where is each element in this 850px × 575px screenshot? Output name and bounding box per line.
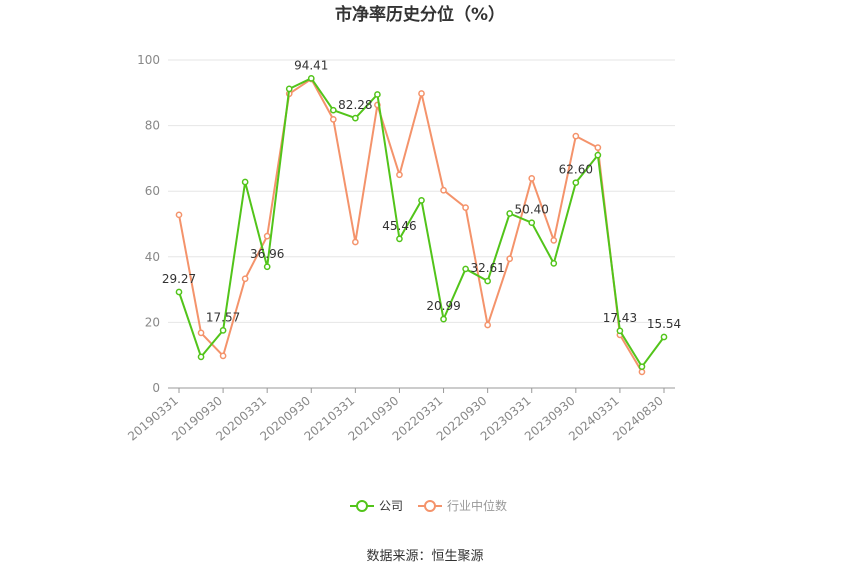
data-label: 29.27 <box>162 272 196 286</box>
data-point <box>374 91 381 98</box>
data-label: 17.57 <box>206 310 240 324</box>
data-point <box>396 171 403 179</box>
series-line <box>178 77 665 368</box>
data-point <box>462 204 469 211</box>
data-point <box>484 321 491 329</box>
y-tick-label: 40 <box>145 250 160 264</box>
series-line <box>178 78 643 373</box>
legend-item[interactable]: 公司 <box>350 499 403 513</box>
data-point <box>484 277 491 285</box>
data-point <box>528 175 536 182</box>
axes: 0204060801002019033120190930202003312020… <box>125 53 675 444</box>
data-point <box>329 106 337 114</box>
legend-item[interactable]: 行业中位数 <box>418 498 507 513</box>
data-label: 50.40 <box>515 203 549 217</box>
data-point <box>572 132 580 140</box>
legend-marker <box>424 500 436 512</box>
grid <box>168 59 675 323</box>
data-point <box>197 353 205 361</box>
data-point <box>241 178 249 186</box>
legend-label: 公司 <box>379 499 403 513</box>
data-point <box>440 186 447 194</box>
data-point <box>263 232 271 240</box>
legend-marker <box>356 500 368 512</box>
data-label: 20.99 <box>426 299 460 313</box>
data-labels: 29.27 17.57 36.96 94.41 82.28 45.46 20.99 32.61… <box>162 58 681 331</box>
data-point <box>175 288 183 296</box>
data-point <box>197 329 205 337</box>
data-point <box>638 363 646 371</box>
series <box>175 74 668 376</box>
data-point <box>594 151 602 159</box>
data-point <box>285 85 293 93</box>
data-point <box>352 114 359 122</box>
data-point <box>219 327 227 334</box>
y-tick-label: 20 <box>145 315 160 329</box>
legend-label: 行业中位数 <box>447 498 507 513</box>
data-label: 62.60 <box>559 163 593 177</box>
chart-title: 市净率历史分位（%） <box>335 4 505 25</box>
data-point <box>329 116 337 123</box>
data-point <box>572 179 580 187</box>
data-label: 82.28 <box>338 98 372 112</box>
data-point <box>418 90 425 97</box>
data-point <box>219 352 227 360</box>
y-tick-label: 0 <box>152 381 160 395</box>
data-point <box>528 219 536 227</box>
data-point <box>462 265 469 273</box>
data-source: 数据来源：恒生聚源 <box>366 549 483 564</box>
data-label: 17.43 <box>603 311 637 325</box>
data-point <box>594 144 602 151</box>
data-point <box>660 333 668 341</box>
data-point <box>418 197 425 204</box>
data-point <box>352 238 359 246</box>
data-point <box>550 260 558 267</box>
data-point <box>241 275 249 283</box>
data-label: 36.96 <box>250 247 284 261</box>
data-point <box>638 368 646 376</box>
data-point <box>440 315 447 323</box>
data-point <box>396 235 403 243</box>
data-point <box>175 211 183 219</box>
data-label: 45.46 <box>382 219 416 233</box>
data-point <box>307 74 315 82</box>
y-tick-label: 100 <box>137 53 160 67</box>
data-point <box>616 327 624 335</box>
data-label: 32.61 <box>470 261 504 275</box>
y-tick-label: 60 <box>145 184 160 198</box>
data-point <box>506 255 514 263</box>
data-point <box>263 263 271 271</box>
y-tick-label: 80 <box>145 119 160 133</box>
legend[interactable]: 公司 行业中位数 <box>350 498 507 513</box>
data-point <box>550 237 558 244</box>
data-label: 94.41 <box>294 58 328 72</box>
data-label: 15.54 <box>647 317 681 331</box>
data-point <box>506 210 514 217</box>
